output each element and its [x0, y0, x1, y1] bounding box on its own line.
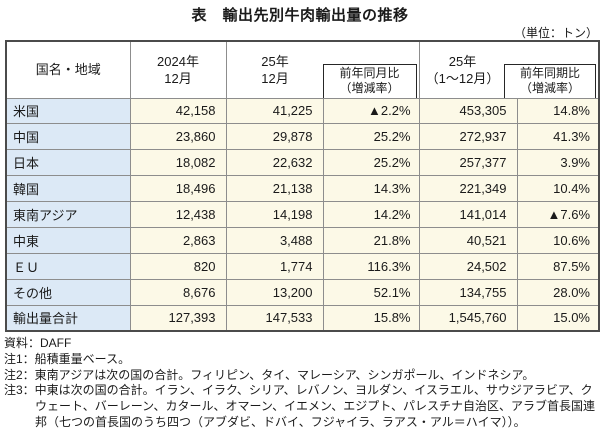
dec2024-cell: 12,438	[129, 201, 227, 228]
mom-cell: 14.3%	[322, 175, 420, 203]
dec2024-cell: 127,393	[129, 304, 227, 332]
dec2024-cell: 18,496	[129, 175, 227, 203]
page-title: 表 輸出先別牛肉輸出量の推移	[191, 7, 409, 24]
country-cell: 日本	[5, 149, 131, 177]
note-3: 注3：中東は次の国の合計。イラン、イラク、シリア、レバノン、ヨルダン、イスラエル…	[4, 383, 596, 429]
yoy-cell: 28.0%	[516, 278, 600, 306]
country-cell: 韓国	[5, 175, 131, 203]
footnotes: 資料：DAFF 注1：船積重量ベース。 注2：東南アジアは次の国の合計。フィリピ…	[4, 336, 599, 431]
table-row: 日本 18,082 22,632 25.2% 257,377 3.9%	[5, 149, 600, 177]
yoy-cell: 14.8%	[516, 97, 600, 125]
header-dec25-line1: 25年	[261, 53, 289, 69]
dec2024-cell: 23,860	[129, 123, 227, 151]
table-row: 東南アジア 12,438 14,198 14.2% 141,014 ▲7.6%	[5, 201, 600, 228]
header-yoy-line1: 前年同期比	[519, 66, 580, 81]
dec25-cell: 3,488	[225, 226, 324, 254]
beef-export-table: 国名・地域 2024年 12月 25年 12月 前年同月比	[5, 40, 600, 333]
dec2024-cell: 8,676	[129, 278, 227, 306]
total25-cell: 141,014	[418, 201, 518, 228]
dec25-cell: 41,225	[225, 97, 324, 125]
yoy-cell: 15.0%	[516, 304, 600, 332]
country-cell: 輸出量合計	[5, 304, 131, 332]
header-year25-group: 25年 （1～12月） 前年同期比 （増減率）	[418, 40, 600, 99]
note-1: 注1：船積重量ベース。	[4, 351, 131, 366]
mom-cell: 15.8%	[322, 304, 420, 332]
mom-cell: 25.2%	[322, 149, 420, 177]
header-dec25: 25年 12月	[227, 42, 324, 98]
yoy-cell: 3.9%	[516, 149, 600, 177]
country-cell: 東南アジア	[5, 201, 131, 228]
table-row: その他 8,676 13,200 52.1% 134,755 28.0%	[5, 278, 600, 306]
table-row: ＥＵ 820 1,774 116.3% 24,502 87.5%	[5, 252, 600, 280]
header-mom-box: 前年同月比 （増減率）	[322, 64, 417, 98]
unit-note: （単位：トン）	[513, 26, 598, 40]
country-cell: 中東	[5, 226, 131, 254]
mom-cell: 52.1%	[322, 278, 420, 306]
header-yoy-box: 前年同期比 （増減率）	[504, 64, 596, 98]
header-dec2024: 2024年 12月	[129, 40, 227, 99]
mom-cell: 21.8%	[322, 226, 420, 254]
total25-cell: 221,349	[418, 175, 518, 203]
mom-cell: 14.2%	[322, 201, 420, 228]
table-row: 米国 42,158 41,225 ▲2.2% 453,305 14.8%	[5, 97, 600, 125]
header-year25: 25年 （1～12月）	[420, 42, 506, 98]
dec25-cell: 29,878	[225, 123, 324, 151]
total25-cell: 134,755	[418, 278, 518, 306]
total25-cell: 272,937	[418, 123, 518, 151]
dec2024-cell: 2,863	[129, 226, 227, 254]
table-row: 中東 2,863 3,488 21.8% 40,521 10.6%	[5, 226, 600, 254]
country-cell: ＥＵ	[5, 252, 131, 280]
header-dec25-line2: 12月	[261, 70, 289, 86]
dec2024-cell: 18,082	[129, 149, 227, 177]
mom-cell: ▲2.2%	[322, 97, 420, 125]
header-mom-line1: 前年同月比	[339, 66, 400, 81]
dec25-cell: 13,200	[225, 278, 324, 306]
dec25-cell: 147,533	[225, 304, 324, 332]
total25-cell: 1,545,760	[418, 304, 518, 332]
note-2: 注2：東南アジアは次の国の合計。フィリピン、タイ、マレーシア、シンガポール、イン…	[4, 367, 535, 382]
header-mom-line2: （増減率）	[339, 81, 400, 96]
dec25-cell: 14,198	[225, 201, 324, 228]
dec25-cell: 1,774	[225, 252, 324, 280]
dec2024-cell: 42,158	[129, 97, 227, 125]
header-yoy-line2: （増減率）	[519, 81, 580, 96]
mom-cell: 25.2%	[322, 123, 420, 151]
header-dec2024-line1: 2024年	[157, 53, 199, 69]
table-row-total: 輸出量合計 127,393 147,533 15.8% 1,545,760 15…	[5, 304, 600, 332]
header-country: 国名・地域	[5, 40, 131, 99]
country-cell: 米国	[5, 97, 131, 125]
yoy-cell: 87.5%	[516, 252, 600, 280]
header-year25-line2: （1～12月）	[425, 70, 500, 86]
yoy-cell: 10.6%	[516, 226, 600, 254]
country-cell: その他	[5, 278, 131, 306]
table-row: 中国 23,860 29,878 25.2% 272,937 41.3%	[5, 123, 600, 151]
total25-cell: 453,305	[418, 97, 518, 125]
dec25-cell: 22,632	[225, 149, 324, 177]
dec2024-cell: 820	[129, 252, 227, 280]
header-country-label: 国名・地域	[35, 62, 101, 78]
mom-cell: 116.3%	[322, 252, 420, 280]
header-dec2024-line2: 12月	[164, 70, 192, 86]
header-dec25-group: 25年 12月 前年同月比 （増減率）	[225, 40, 420, 99]
country-cell: 中国	[5, 123, 131, 151]
table-row: 韓国 18,496 21,138 14.3% 221,349 10.4%	[5, 175, 600, 203]
yoy-cell: 10.4%	[516, 175, 600, 203]
yoy-cell: ▲7.6%	[516, 201, 600, 228]
source-note: 資料：DAFF	[4, 336, 72, 350]
total25-cell: 24,502	[418, 252, 518, 280]
dec25-cell: 21,138	[225, 175, 324, 203]
yoy-cell: 41.3%	[516, 123, 600, 151]
table-header-row: 国名・地域 2024年 12月 25年 12月 前年同月比	[5, 40, 600, 99]
header-year25-line1: 25年	[448, 53, 477, 69]
total25-cell: 257,377	[418, 149, 518, 177]
total25-cell: 40,521	[418, 226, 518, 254]
